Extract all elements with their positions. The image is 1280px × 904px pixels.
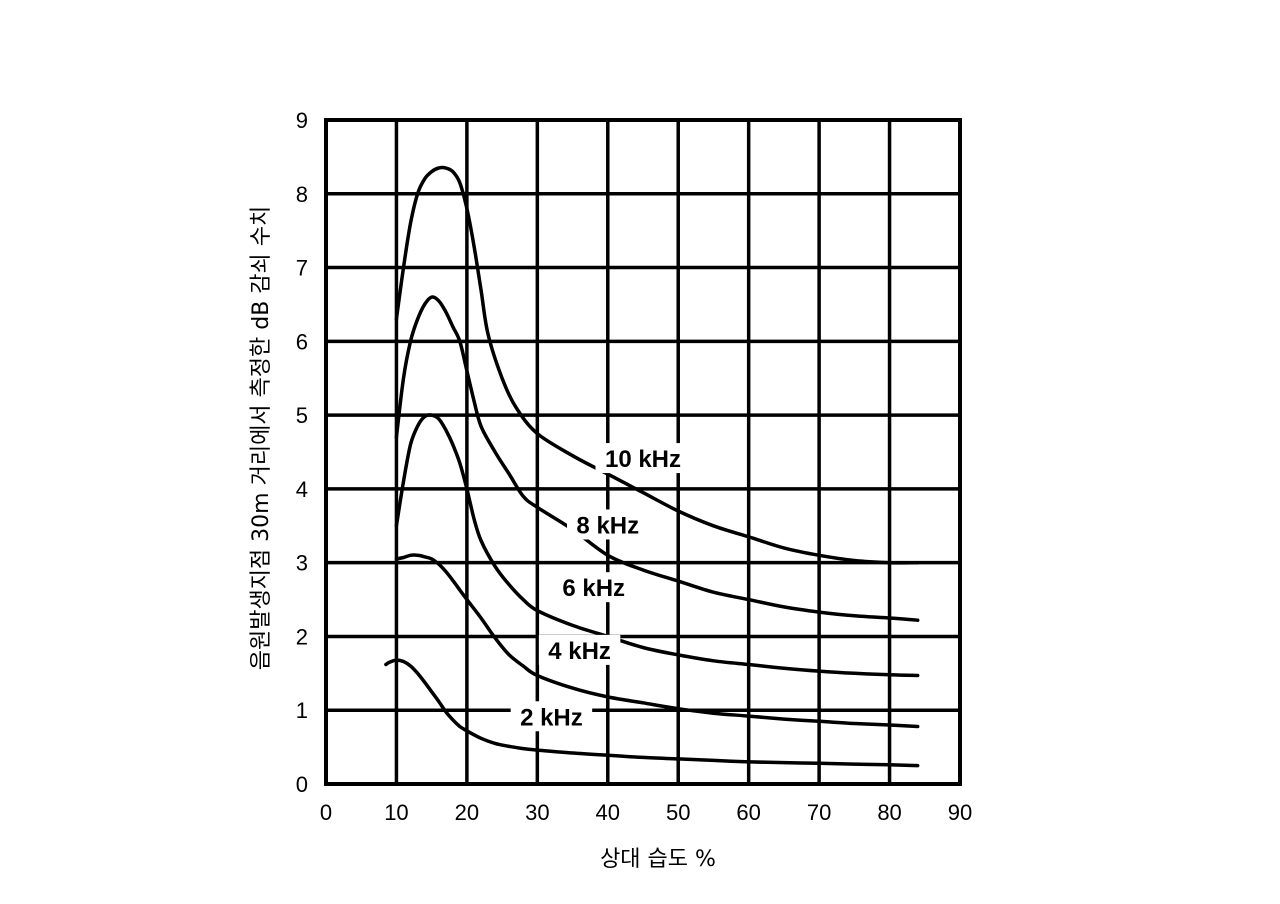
series-line-2 bbox=[394, 413, 920, 678]
series-label: 4 kHz bbox=[548, 638, 611, 665]
x-tick-label: 90 bbox=[948, 800, 972, 825]
x-tick-label: 10 bbox=[384, 800, 408, 825]
y-tick-label: 9 bbox=[296, 108, 308, 133]
y-tick-label: 8 bbox=[296, 182, 308, 207]
y-axis-label: 음원발생지점 30m 거리에서 측정한 dB 감쇠 수치 bbox=[249, 206, 274, 671]
x-axis-ticks: 0 10 20 30 40 50 60 70 80 90 bbox=[320, 800, 972, 825]
series-labels: 10 kHz 8 kHz 6 kHz 4 kHz 2 kHz bbox=[510, 443, 691, 732]
series-label: 2 kHz bbox=[520, 704, 583, 731]
x-tick-label: 70 bbox=[807, 800, 831, 825]
series-label-background bbox=[595, 443, 691, 474]
series-line-3 bbox=[394, 553, 920, 729]
y-tick-label: 4 bbox=[296, 477, 308, 502]
series-label-background bbox=[538, 634, 621, 665]
series-label-background bbox=[567, 509, 649, 540]
x-tick-label: 50 bbox=[666, 800, 690, 825]
x-axis-label: 상대 습도 % bbox=[600, 847, 716, 872]
x-tick-label: 40 bbox=[596, 800, 620, 825]
series-label: 6 kHz bbox=[562, 575, 625, 602]
y-tick-label: 2 bbox=[296, 624, 308, 649]
plot-frame bbox=[324, 118, 962, 786]
y-tick-label: 5 bbox=[296, 403, 308, 428]
series-group bbox=[384, 165, 920, 768]
series-label: 10 kHz bbox=[605, 446, 681, 473]
x-tick-label: 60 bbox=[736, 800, 760, 825]
series-label-background bbox=[552, 572, 635, 603]
x-tick-label: 20 bbox=[455, 800, 479, 825]
x-tick-label: 80 bbox=[877, 800, 901, 825]
series-label-background bbox=[510, 701, 593, 732]
series-line-1 bbox=[394, 295, 920, 622]
y-tick-label: 1 bbox=[296, 698, 308, 723]
y-tick-label: 7 bbox=[296, 256, 308, 281]
y-tick-label: 6 bbox=[296, 329, 308, 354]
x-tick-label: 0 bbox=[320, 800, 332, 825]
series-line-4 bbox=[384, 658, 920, 768]
y-axis-ticks: 0 1 2 3 4 5 6 7 8 9 bbox=[296, 108, 308, 797]
x-tick-label: 30 bbox=[525, 800, 549, 825]
series-line-0 bbox=[394, 165, 920, 565]
y-tick-label: 0 bbox=[296, 772, 308, 797]
y-tick-label: 3 bbox=[296, 551, 308, 576]
series-label: 8 kHz bbox=[576, 512, 639, 539]
